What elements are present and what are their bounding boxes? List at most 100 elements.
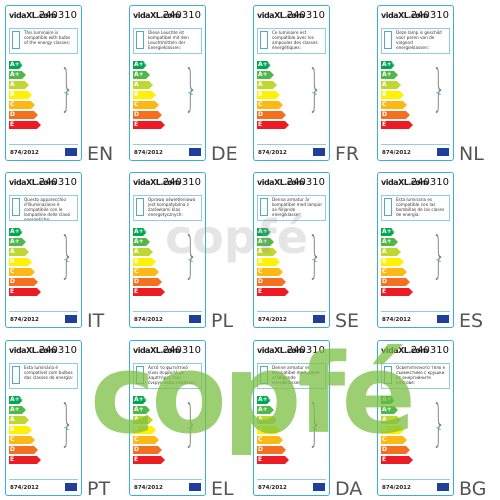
class-bar: C [9, 436, 35, 444]
class-bar: A+ [133, 238, 150, 246]
energy-label: vidaXL.com 240310 Ce luminaire est compati… [253, 5, 330, 161]
class-bar: C [257, 436, 283, 444]
class-bar: A+ [257, 238, 274, 246]
energy-label: vidaXL.com 240310 Oprawa oświetleniowa jes… [129, 172, 206, 328]
language-code: DA [335, 478, 363, 500]
class-bar: C [133, 268, 159, 276]
description: Diese Leuchte ist kompatibel mit den Leu… [148, 30, 189, 50]
footer-line [133, 311, 202, 312]
eu-flag [437, 148, 449, 156]
class-bar: A [9, 416, 29, 424]
bracket: } [308, 226, 322, 284]
class-bar: A++ [134, 396, 149, 403]
class-bar: B [133, 91, 156, 99]
description: Осветителното тяло е съвместимо с крушки… [396, 365, 446, 385]
energy-label: vidaXL.com 240310 Questo apparecchio d'ill… [5, 172, 82, 328]
bracket: } [308, 394, 322, 452]
class-bar: D [257, 446, 286, 454]
eu-flag [65, 483, 77, 491]
model-number: 240310 [162, 10, 201, 21]
class-bar: A [133, 416, 153, 424]
class-bar: A [381, 248, 401, 256]
lamp-icon [260, 366, 268, 384]
class-bar: A++ [382, 228, 397, 235]
lamp-icon [384, 31, 392, 49]
class-bar: B [257, 426, 280, 434]
class-bar: E [133, 121, 165, 129]
class-bar: A [381, 81, 401, 89]
class-bar: B [9, 426, 32, 434]
model-number: 240310 [38, 10, 77, 21]
class-bar: A+ [381, 71, 398, 79]
regulation: 874/2012 [10, 150, 39, 156]
class-bar: C [133, 436, 159, 444]
description-box: Denne armatur er kompatibel med pærer af… [257, 363, 326, 389]
description: This luminaire is compatible with bulbs … [24, 30, 71, 45]
class-bar: C [257, 268, 283, 276]
description-box: Осветителното тяло е съвместимо с крушки… [381, 363, 450, 389]
bracket: } [308, 59, 322, 117]
description-box: This luminaire is compatible with bulbs … [9, 28, 78, 54]
model-number: 240310 [286, 10, 325, 21]
regulation: 874/2012 [134, 150, 163, 156]
description: Questo apparecchio d'illuminazione è com… [24, 197, 71, 221]
brand: vidaXL.com [381, 178, 428, 187]
lamp-icon [12, 366, 20, 384]
class-bar: D [9, 446, 38, 454]
language-code: DE [211, 143, 238, 165]
lamp-icon [136, 198, 144, 216]
class-bar: A+ [381, 406, 398, 414]
class-bar: A+ [257, 71, 274, 79]
class-bar: A++ [382, 61, 397, 68]
language-code: SE [335, 310, 360, 332]
class-bar: A++ [10, 228, 25, 235]
model-number: 240310 [38, 345, 77, 356]
class-bar: B [381, 426, 404, 434]
footer-line [257, 144, 326, 145]
class-bar: A [257, 81, 277, 89]
class-bar: A [257, 416, 277, 424]
bracket: } [60, 394, 74, 452]
footer-line [9, 311, 78, 312]
energy-label: vidaXL.com 240310 This luminaire is compat… [5, 5, 82, 161]
class-bar: B [381, 91, 404, 99]
bracket: } [184, 59, 198, 117]
lamp-icon [136, 366, 144, 384]
class-bar: A [9, 248, 29, 256]
class-bar: A++ [258, 396, 273, 403]
regulation: 874/2012 [258, 317, 287, 323]
regulation: 874/2012 [382, 317, 411, 323]
class-bar: B [9, 91, 32, 99]
description: Oprawa oświetleniowa jest kompatybilna z… [148, 197, 196, 217]
model-number: 240310 [286, 177, 325, 188]
energy-label: vidaXL.com 240310 Denna armatur är kompati… [253, 172, 330, 328]
class-bar: A+ [381, 238, 398, 246]
class-bar: C [257, 101, 283, 109]
brand: vidaXL.com [133, 346, 180, 355]
footer-line [381, 479, 450, 480]
class-bar: D [381, 446, 410, 454]
description: Ce luminaire est compatible avec les amp… [272, 30, 318, 50]
model-number: 240310 [410, 345, 449, 356]
class-bar: D [133, 446, 162, 454]
class-bar: A++ [134, 228, 149, 235]
class-bar: C [381, 101, 407, 109]
eu-flag [313, 483, 325, 491]
class-bar: A [133, 248, 153, 256]
footer-line [9, 144, 78, 145]
brand: vidaXL.com [133, 11, 180, 20]
class-bar: E [9, 121, 41, 129]
class-bar: C [381, 268, 407, 276]
language-code: PL [211, 310, 234, 332]
class-bar: C [381, 436, 407, 444]
class-bar: E [381, 456, 413, 464]
class-bar: A+ [9, 71, 26, 79]
description: Deze lamp is geschikt voor peren van de … [396, 30, 442, 50]
footer-line [133, 144, 202, 145]
class-bar: B [257, 91, 280, 99]
brand: vidaXL.com [9, 178, 56, 187]
class-bar: B [9, 258, 32, 266]
class-bar: A++ [10, 61, 25, 68]
regulation: 874/2012 [382, 150, 411, 156]
